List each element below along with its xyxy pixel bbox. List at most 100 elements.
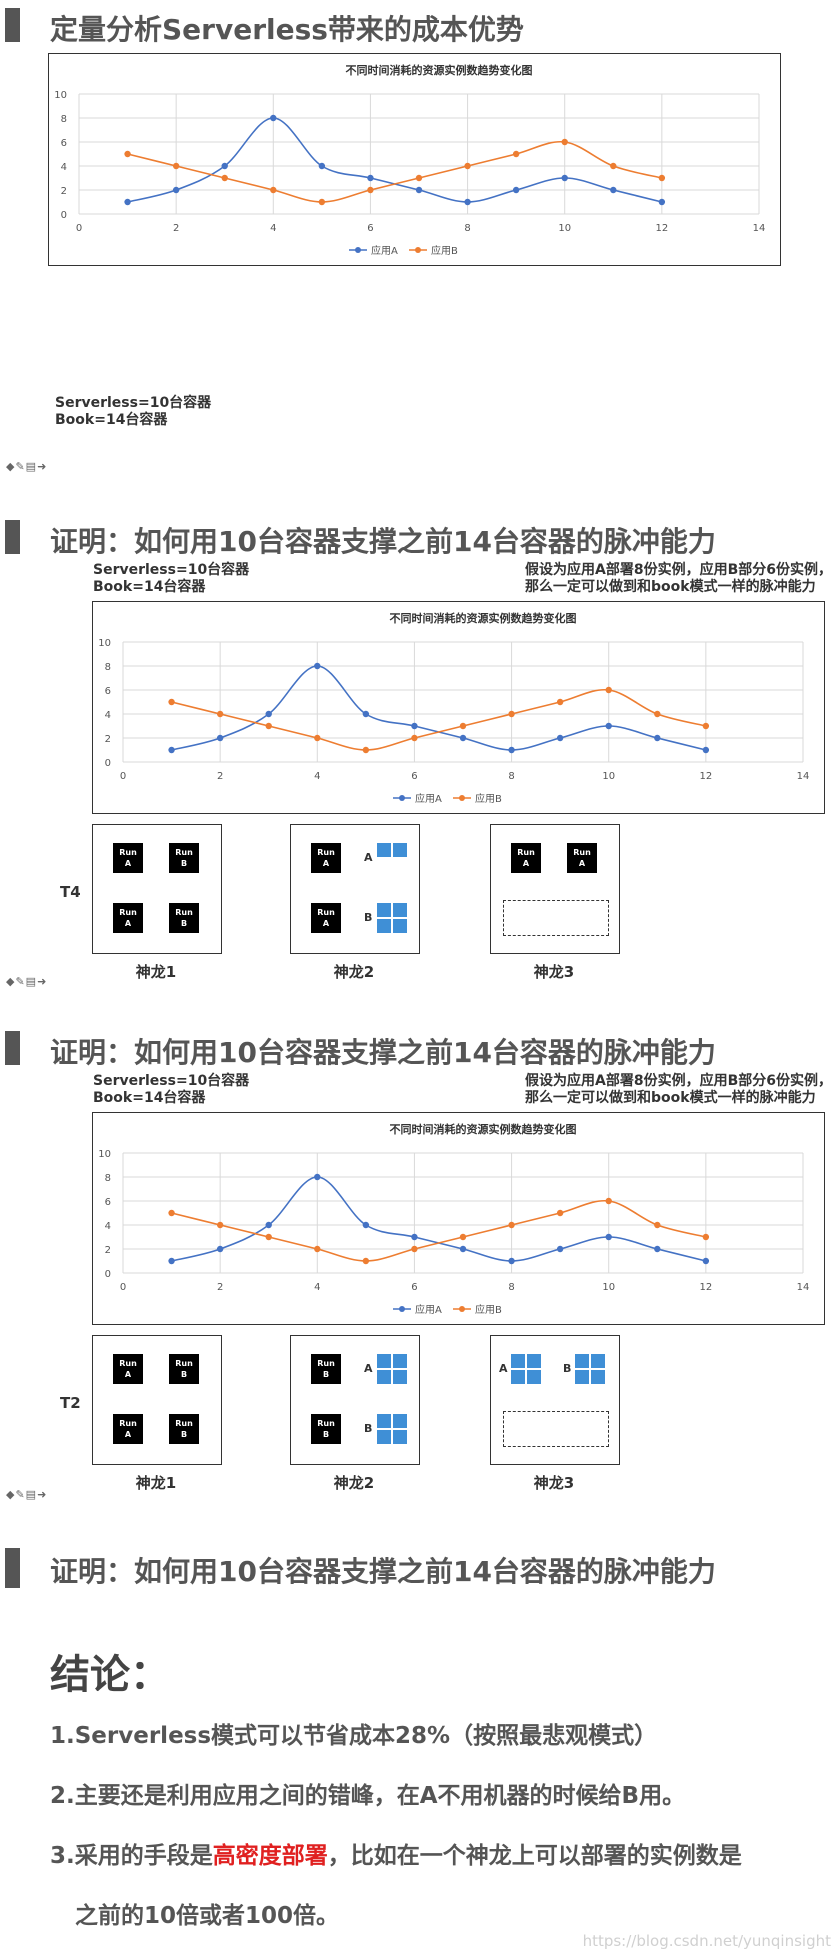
x-tick-label: 4 — [270, 223, 276, 234]
legend-swatch-dot — [355, 247, 361, 253]
scaled-instances-b — [377, 903, 407, 933]
point-3-suffix: ，比如在一个神龙上可以部署的实例数是 — [327, 1843, 742, 1869]
serverless-note: Serverless=10台容器 — [93, 562, 250, 578]
y-tick-label: 4 — [61, 162, 67, 173]
server-3-name: 神龙3 — [533, 1474, 575, 1492]
app-b-label: B — [364, 911, 373, 924]
slide-3: 证明：如何用10台容器支撑之前14台容器的脉冲能力 Serverless=10台… — [0, 1026, 837, 1526]
data-point-a — [464, 198, 471, 206]
trend-chart: 不同时间消耗的资源实例数趋势变化图 0 2 4 6 8 10 0 2 4 6 8 10 12 14 应用A 应用… — [92, 1112, 825, 1325]
data-point-b — [508, 710, 515, 718]
server-1-name: 神龙1 — [135, 963, 177, 981]
slide-nav[interactable]: ◆✎▤➜ — [6, 1488, 48, 1501]
app-a-label: A — [364, 1362, 373, 1375]
data-point-a — [702, 746, 710, 754]
x-tick-label: 10 — [602, 1282, 615, 1293]
data-point-a — [654, 734, 661, 742]
assumption-line-1: 假设为应用A部署8份实例，应用B部分6份实例， — [525, 562, 832, 578]
data-point-a — [362, 710, 370, 718]
server-3-name: 神龙3 — [533, 963, 575, 981]
slide-nav[interactable]: ◆✎▤➜ — [6, 460, 48, 473]
data-point-a — [362, 1221, 370, 1229]
x-tick-label: 14 — [753, 223, 766, 234]
x-tick-label: 4 — [314, 771, 320, 782]
data-point-a — [610, 186, 617, 194]
data-point-b — [367, 186, 374, 194]
scaled-instances-a — [377, 843, 407, 857]
legend-label: 应用A — [371, 244, 398, 257]
y-tick-label: 0 — [105, 1269, 111, 1280]
x-tick-label: 8 — [464, 223, 470, 234]
data-point-b — [610, 162, 617, 170]
data-point-a — [168, 1257, 175, 1265]
slide-nav[interactable]: ◆✎▤➜ — [6, 975, 48, 988]
y-tick-label: 0 — [105, 758, 111, 769]
data-point-b — [556, 698, 564, 706]
legend-label: 应用A — [415, 792, 442, 805]
x-tick-label: 10 — [602, 771, 615, 782]
data-point-b — [265, 722, 272, 730]
watermark: https://blog.csdn.net/yunqinsight — [582, 1932, 831, 1950]
run-b-instance: Run B — [169, 903, 199, 933]
scaled-instances-a — [377, 1354, 407, 1384]
run-a-instance: Run A — [311, 903, 341, 933]
title-accent-bar — [5, 1031, 20, 1065]
data-point-a — [265, 1221, 272, 1229]
data-point-a — [508, 746, 515, 754]
data-point-a — [367, 174, 374, 182]
y-tick-label: 10 — [98, 1149, 111, 1160]
y-tick-label: 6 — [105, 686, 111, 697]
data-point-a — [508, 1257, 515, 1265]
data-point-b — [362, 1257, 370, 1265]
data-point-b — [605, 686, 612, 694]
app-b-label: B — [364, 1422, 373, 1435]
data-point-b — [654, 1221, 661, 1229]
data-point-b — [415, 174, 423, 182]
data-point-a — [265, 710, 272, 718]
conclusion-point-3-line-2: 之前的10倍或者100倍。 — [75, 1903, 340, 1929]
data-point-b — [702, 1233, 710, 1241]
app-a-label: A — [364, 851, 373, 864]
slide-2: 证明：如何用10台容器支撑之前14台容器的脉冲能力 Serverless=10台… — [0, 515, 837, 1015]
serverless-note: Serverless=10台容器 — [93, 1073, 250, 1089]
server-2-name: 神龙2 — [333, 963, 375, 981]
y-tick-label: 4 — [105, 1221, 111, 1232]
data-point-b — [314, 734, 321, 742]
scaled-instances-b — [575, 1354, 605, 1384]
data-point-b — [265, 1233, 272, 1241]
data-point-a — [172, 186, 180, 194]
title-accent-bar — [5, 1548, 20, 1588]
data-point-a — [459, 1245, 467, 1253]
data-point-b — [314, 1245, 321, 1253]
x-tick-label: 2 — [173, 223, 179, 234]
title-accent-bar — [5, 520, 20, 554]
x-tick-label: 2 — [217, 771, 223, 782]
x-tick-label: 0 — [120, 771, 126, 782]
data-point-a — [318, 162, 326, 170]
assumption-line-2: 那么一定可以做到和book模式一样的脉冲能力 — [525, 579, 816, 595]
data-point-b — [168, 1209, 175, 1217]
book-note: Book=14台容器 — [55, 412, 168, 428]
y-tick-label: 10 — [54, 90, 67, 101]
data-point-a — [124, 198, 131, 206]
series-line-a — [171, 1176, 707, 1262]
data-point-a — [561, 174, 568, 182]
y-tick-label: 2 — [61, 186, 67, 197]
data-point-a — [216, 1245, 224, 1253]
x-tick-label: 14 — [797, 1282, 810, 1293]
run-b-instance: Run B — [169, 1414, 199, 1444]
series-line-a — [171, 665, 707, 751]
server-2: Run A A Run A B — [290, 824, 420, 954]
data-point-a — [221, 162, 228, 170]
y-tick-label: 8 — [105, 1173, 111, 1184]
y-tick-label: 2 — [105, 734, 111, 745]
data-point-b — [270, 186, 277, 194]
data-point-a — [556, 1245, 564, 1253]
x-tick-label: 0 — [120, 1282, 126, 1293]
data-point-b — [508, 1221, 515, 1229]
y-tick-label: 10 — [98, 638, 111, 649]
scaled-instances-b — [377, 1414, 407, 1444]
x-tick-label: 8 — [508, 771, 514, 782]
trend-chart: 不同时间消耗的资源实例数趋势变化图 0 2 4 6 8 10 0 2 4 6 8 10 12 14 应用A 应用… — [92, 601, 825, 814]
x-tick-label: 2 — [217, 1282, 223, 1293]
